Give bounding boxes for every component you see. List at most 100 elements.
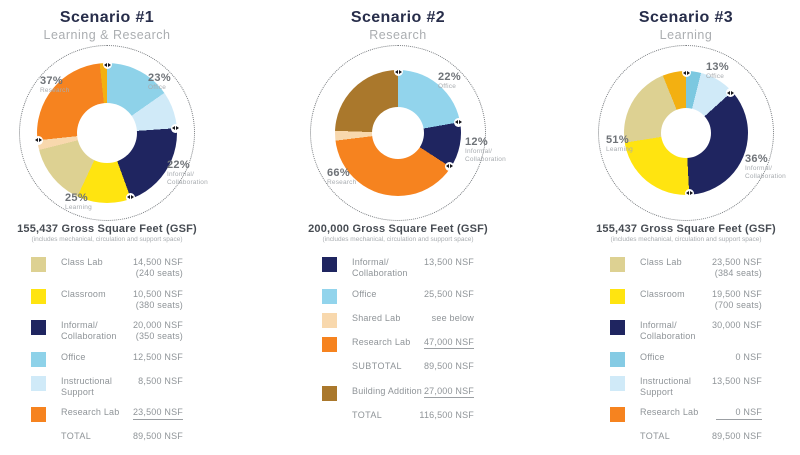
segment-callout: 51% Learning bbox=[606, 134, 633, 154]
callout-percent: 37% bbox=[40, 75, 63, 87]
legend-label: TOTAL bbox=[352, 410, 419, 421]
legend-value-amount: 20,000 NSF bbox=[132, 320, 183, 330]
marker-left-triangle bbox=[35, 138, 39, 143]
callout-label: Research bbox=[40, 87, 70, 94]
legend-label: Instructional Support bbox=[61, 376, 138, 399]
legend-label: Office bbox=[61, 352, 133, 363]
legend-value-amount: 12,500 NSF bbox=[132, 351, 183, 362]
legend-value: 13,500 NSF bbox=[424, 257, 474, 268]
segment-marker-icon bbox=[125, 192, 135, 202]
callout-label: Office bbox=[438, 83, 457, 90]
segment-callout: 13% Office bbox=[706, 61, 729, 81]
legend-swatch bbox=[31, 257, 46, 272]
callout-percent: 51% bbox=[606, 134, 629, 146]
legend-label: Office bbox=[640, 352, 735, 363]
legend-value-amount: 30,000 NSF bbox=[711, 320, 762, 330]
legend-value: 30,000 NSF bbox=[712, 320, 762, 331]
marker-left-triangle bbox=[682, 70, 686, 75]
gsf-note: (includes mechanical, circulation and su… bbox=[31, 236, 183, 243]
legend-label: Informal/Collaboration bbox=[61, 320, 133, 343]
legend-swatch bbox=[610, 375, 625, 391]
legend-label: Instructional Support bbox=[640, 376, 712, 399]
marker-left-triangle bbox=[103, 62, 107, 67]
legend-value: 14,500 NSF (240 seats) bbox=[133, 257, 183, 280]
legend-value-note: (350 seats) bbox=[135, 331, 183, 342]
segment-callout: 66% Research bbox=[327, 167, 356, 187]
legend-value-amount: 89,500 NSF bbox=[132, 431, 183, 441]
legend-label-line: Support bbox=[61, 386, 94, 397]
legend-row: Informal/Collaboration 30,000 NSF bbox=[610, 320, 762, 343]
legend-label: Research Lab bbox=[640, 407, 716, 418]
legend-value: 27,000 NSF bbox=[423, 386, 474, 399]
legend-label: Shared Lab bbox=[352, 313, 432, 324]
legend-value-amount: 19,500 NSF bbox=[711, 288, 762, 299]
callout-percent: 13% bbox=[706, 61, 729, 73]
callout-percent: 12% bbox=[465, 136, 488, 148]
marker-left-triangle bbox=[685, 191, 689, 196]
legend-row: Classroom 10,500 NSF (380 seats) bbox=[31, 288, 183, 312]
segment-callout: 36% Informal/Collaboration bbox=[745, 153, 786, 182]
legend-label: SUBTOTAL bbox=[352, 361, 424, 372]
marker-right-triangle bbox=[39, 138, 43, 143]
callout-percent: 25% bbox=[65, 192, 88, 204]
legend: Class Lab 23,500 NSF (384 seats) Classroom 1… bbox=[610, 257, 762, 455]
callout-label: Informal/ bbox=[745, 165, 773, 172]
marker-right-triangle bbox=[450, 164, 454, 169]
legend-label: Classroom bbox=[640, 289, 712, 300]
callout-label: Collaboration bbox=[167, 179, 208, 187]
gsf-total: 155,437 Gross Square Feet (GSF) bbox=[596, 223, 776, 235]
legend-label: Research Lab bbox=[352, 337, 424, 348]
legend-value-amount: 0 NSF bbox=[735, 351, 762, 362]
scenario-title: Scenario #1 bbox=[59, 9, 155, 26]
callout-percent: 22% bbox=[438, 71, 461, 83]
segment-callout: 22% Office bbox=[438, 71, 461, 91]
legend-value: 89,500 NSF bbox=[133, 431, 183, 442]
legend-value-amount: see below bbox=[431, 312, 474, 323]
gsf-note: (includes mechanical, circulation and su… bbox=[610, 236, 762, 243]
legend-label-line: Support bbox=[640, 386, 673, 397]
legend-label-line: Class Lab bbox=[61, 257, 103, 267]
legend-label: Informal/Collaboration bbox=[640, 320, 712, 343]
legend: Class Lab 14,500 NSF (240 seats) Classroom 1… bbox=[31, 257, 183, 455]
segment-callout: 25% Learning bbox=[65, 192, 92, 212]
segment-marker-icon bbox=[726, 88, 736, 98]
legend-label-line: Research Lab bbox=[352, 336, 411, 347]
segment-marker-icon bbox=[102, 60, 112, 69]
callout-label: Learning bbox=[65, 204, 92, 211]
legend-value: see below bbox=[432, 313, 474, 324]
callout-label: Collaboration bbox=[745, 173, 786, 181]
segment-callout: 22% Informal/Collaboration bbox=[167, 159, 208, 188]
segment-callout: 12% Informal/Collaboration bbox=[465, 136, 506, 165]
gsf-note: (includes mechanical, circulation and su… bbox=[322, 236, 474, 243]
legend-value-amount: 116,500 NSF bbox=[419, 409, 474, 420]
segment-callout: 37% Research bbox=[40, 75, 69, 95]
donut-hole bbox=[661, 108, 711, 158]
scenario-subtitle: Learning bbox=[659, 28, 713, 42]
legend-row: Office 25,500 NSF bbox=[322, 288, 474, 304]
legend-swatch bbox=[610, 407, 625, 422]
legend-total-row: SUBTOTAL 89,500 NSF bbox=[322, 361, 474, 376]
boundary-dashed-circle bbox=[19, 45, 195, 221]
legend-value-amount: 13,500 NSF bbox=[711, 375, 762, 386]
legend-label-line: TOTAL bbox=[352, 409, 383, 420]
legend-value: 20,000 NSF (350 seats) bbox=[133, 320, 183, 343]
legend-label-line: Office bbox=[352, 288, 377, 299]
comparison-board: Scenario #1 Learning & Research 37% Researc… bbox=[17, 9, 786, 441]
legend-label-line: Office bbox=[61, 351, 86, 362]
legend-label-line: Research Lab bbox=[61, 407, 120, 417]
legend-label-line: Classroom bbox=[61, 288, 106, 299]
legend-row: Informal/Collaboration 20,000 NSF (350 sea… bbox=[31, 320, 183, 343]
legend-value-amount: 8,500 NSF bbox=[138, 375, 183, 386]
legend-value-amount: 10,500 NSF bbox=[132, 288, 183, 299]
marker-left-triangle bbox=[727, 90, 731, 95]
legend-value: 89,500 NSF bbox=[712, 431, 762, 442]
marker-left-triangle bbox=[446, 164, 450, 169]
legend-value-note: (380 seats) bbox=[135, 299, 183, 310]
marker-right-triangle bbox=[107, 62, 111, 67]
legend-value-amount: 23,500 NSF bbox=[711, 257, 762, 267]
legend-value: 12,500 NSF bbox=[133, 352, 183, 363]
legend-swatch bbox=[322, 385, 337, 401]
segment-marker-icon bbox=[445, 161, 455, 171]
legend-swatch bbox=[322, 288, 337, 304]
donut-chart: 13% Office 36% Informal/Collaboration 51% Lea… bbox=[598, 45, 786, 221]
